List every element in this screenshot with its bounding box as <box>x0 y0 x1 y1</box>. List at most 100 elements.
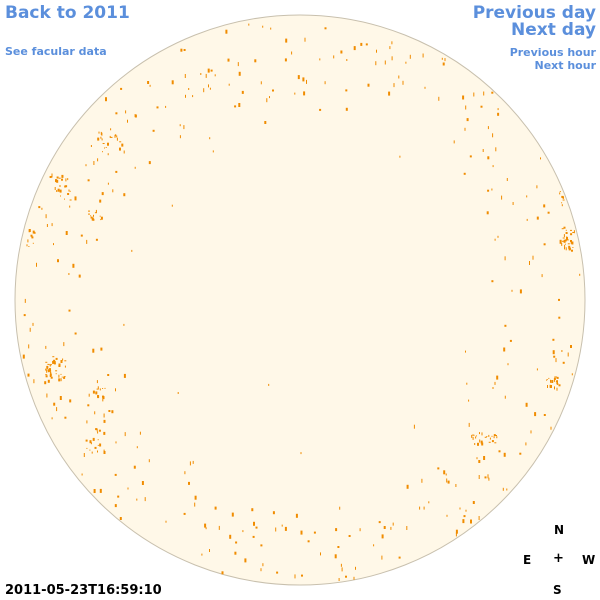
plage-mark <box>324 81 326 85</box>
plage-mark <box>536 368 538 371</box>
plage-mark <box>260 81 262 85</box>
plage-mark <box>50 364 52 366</box>
plage-mark <box>45 375 48 378</box>
plage-mark <box>105 97 107 102</box>
facular-data-link[interactable]: See facular data <box>5 45 107 58</box>
plage-mark <box>91 217 93 219</box>
plage-mark <box>103 449 105 452</box>
plage-mark <box>101 192 104 196</box>
previous-day-link[interactable]: Previous day <box>472 3 596 23</box>
plage-mark <box>32 230 35 234</box>
plage-mark <box>483 456 486 460</box>
plage-mark <box>28 229 30 233</box>
plage-mark <box>32 242 34 244</box>
plage-mark <box>60 378 62 382</box>
plage-mark <box>107 153 109 156</box>
plage-mark <box>381 534 384 539</box>
plage-mark <box>300 452 302 455</box>
plage-mark <box>59 396 62 400</box>
plage-mark <box>188 88 190 90</box>
plage-mark <box>552 350 555 355</box>
plage-mark <box>340 563 342 567</box>
plage-mark <box>121 143 124 147</box>
plage-mark <box>58 177 61 179</box>
plage-mark <box>398 556 401 559</box>
plage-mark <box>69 190 71 192</box>
plage-mark <box>97 444 99 446</box>
plage-mark <box>504 324 507 327</box>
plage-mark <box>419 506 421 510</box>
plage-mark <box>91 217 94 221</box>
plage-mark <box>97 386 99 390</box>
plage-mark <box>272 89 274 92</box>
plage-mark <box>402 80 404 85</box>
plage-mark <box>469 155 472 158</box>
plage-mark <box>107 142 109 146</box>
next-hour-link[interactable]: Next hour <box>534 59 597 72</box>
plage-mark <box>123 150 125 154</box>
plage-mark <box>218 525 220 530</box>
plage-mark <box>463 515 466 518</box>
back-to-year-link[interactable]: Back to 2011 <box>5 3 130 23</box>
plage-mark <box>413 424 415 429</box>
plage-mark <box>63 376 66 379</box>
plage-mark <box>183 512 186 515</box>
plage-mark <box>51 417 53 420</box>
plage-mark <box>61 178 63 181</box>
plage-mark <box>390 526 392 530</box>
plage-mark <box>49 364 51 367</box>
plage-mark <box>355 566 356 570</box>
plage-mark <box>495 435 497 436</box>
plage-mark <box>501 195 503 200</box>
previous-hour-link[interactable]: Previous hour <box>509 46 596 59</box>
plage-mark <box>563 239 566 243</box>
plage-mark <box>348 535 351 537</box>
plage-mark <box>568 245 571 249</box>
plage-mark <box>99 199 102 203</box>
plage-mark <box>50 370 52 374</box>
plage-mark <box>463 172 466 175</box>
plage-mark <box>552 338 555 341</box>
plage-mark <box>69 199 72 201</box>
plage-mark <box>134 114 136 118</box>
plage-mark <box>506 488 508 491</box>
plage-mark <box>558 298 560 301</box>
plage-mark <box>229 534 232 539</box>
plage-mark <box>29 327 31 332</box>
plage-mark <box>97 137 100 141</box>
plage-mark <box>60 360 63 363</box>
plage-mark <box>556 376 559 379</box>
plage-mark <box>406 484 409 489</box>
plage-mark <box>54 361 56 363</box>
plage-mark <box>497 108 499 111</box>
plage-mark <box>503 347 506 352</box>
plage-mark <box>543 243 546 246</box>
plage-mark <box>51 223 53 227</box>
plage-mark <box>210 69 213 72</box>
plage-mark <box>566 236 568 240</box>
plage-mark <box>108 410 111 412</box>
plage-mark <box>339 506 341 510</box>
plage-mark <box>422 53 424 58</box>
plage-mark <box>550 379 551 383</box>
plage-mark <box>335 528 338 532</box>
plage-mark <box>115 112 118 115</box>
plage-mark <box>475 436 477 439</box>
next-day-link[interactable]: Next day <box>511 20 596 40</box>
plage-mark <box>294 92 296 95</box>
plage-mark <box>525 402 528 407</box>
compass-north-label: N <box>554 523 565 537</box>
plage-mark <box>353 46 356 51</box>
plage-mark <box>183 125 185 130</box>
plage-mark <box>244 558 247 563</box>
plage-mark <box>340 50 343 54</box>
plage-mark <box>64 185 67 188</box>
plage-mark <box>307 540 310 543</box>
plage-mark <box>464 127 466 131</box>
plage-mark <box>102 151 103 153</box>
plage-mark <box>97 395 100 399</box>
plage-mark <box>95 209 97 213</box>
plage-mark <box>302 77 305 82</box>
plage-mark <box>320 552 321 556</box>
plage-mark <box>115 441 117 444</box>
